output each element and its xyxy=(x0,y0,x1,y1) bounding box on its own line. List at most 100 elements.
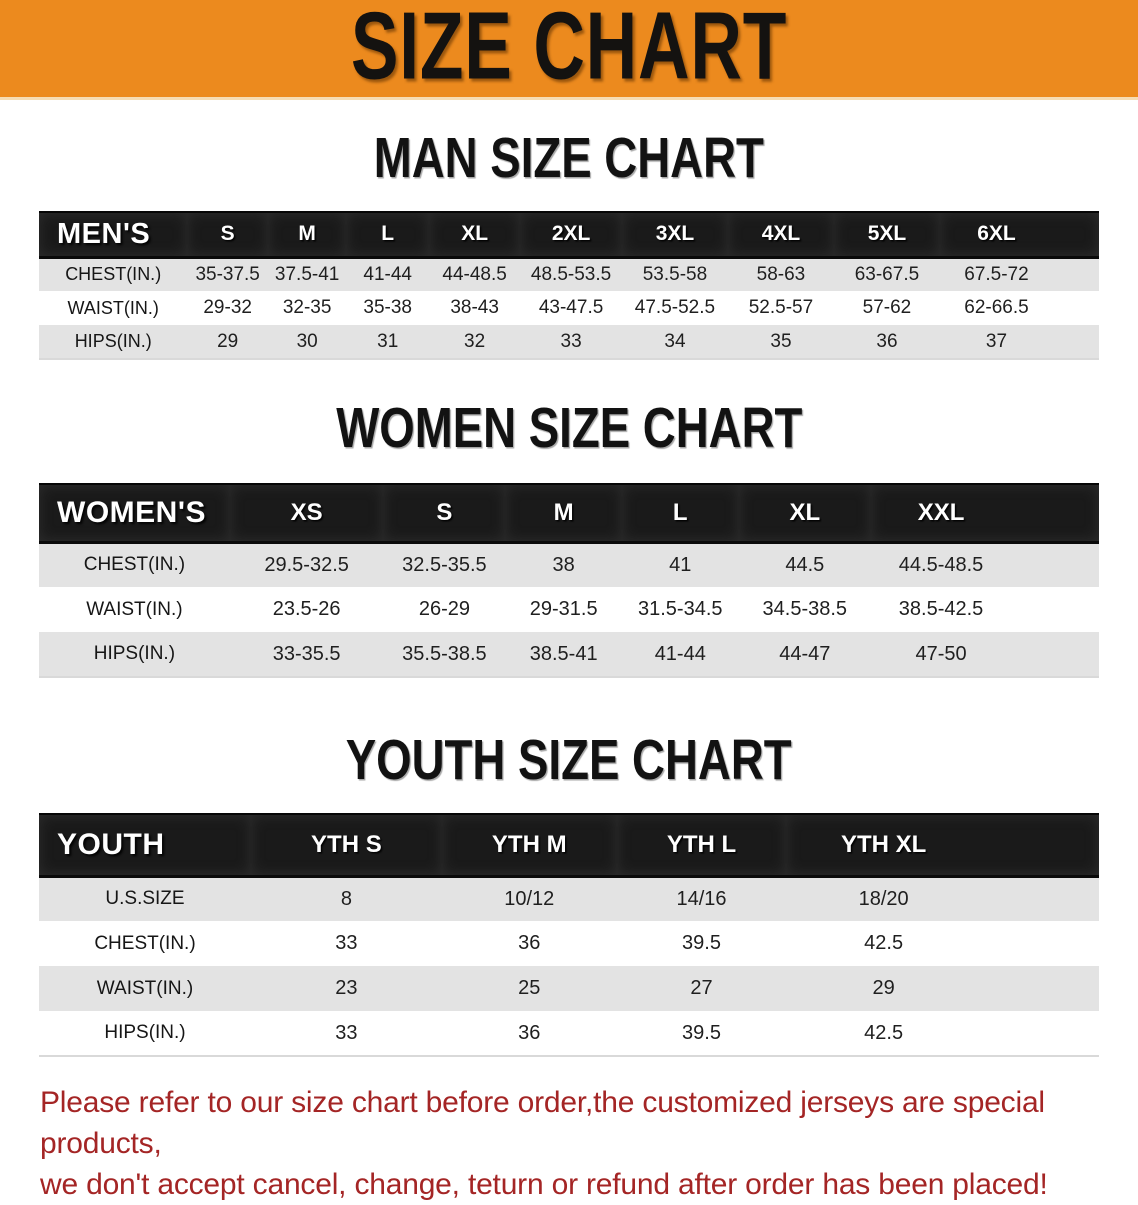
table-cell: 31 xyxy=(346,325,430,360)
table-cell: 36 xyxy=(833,325,940,360)
table-cell: 29 xyxy=(187,325,268,360)
table-cell: 34.5-38.5 xyxy=(738,587,872,632)
table-cell: 29.5-32.5 xyxy=(229,542,384,587)
column-header: 3XL xyxy=(621,211,728,259)
column-header: M xyxy=(505,483,622,544)
table-cell: 52.5-57 xyxy=(727,291,834,325)
table-cell: 30 xyxy=(267,325,347,360)
table-cell: 33-35.5 xyxy=(229,632,384,678)
table-cell: 35-37.5 xyxy=(187,257,268,291)
youth-header-row: YOUTH YTH S YTH M YTH L YTH XL xyxy=(39,813,1099,878)
column-header: XL xyxy=(738,483,872,544)
table-cell: 41 xyxy=(621,542,739,587)
table-cell: 35 xyxy=(727,325,834,360)
column-header: YTH M xyxy=(441,813,617,878)
table-cell: 62-66.5 xyxy=(939,291,1099,325)
women-group-label: WOMEN'S xyxy=(39,483,230,544)
table-cell: 32 xyxy=(429,325,521,360)
table-cell: 23.5-26 xyxy=(229,587,384,632)
table-cell: 29-31.5 xyxy=(505,587,622,632)
table-cell: 41-44 xyxy=(621,632,739,678)
table-cell: 41-44 xyxy=(346,257,430,291)
table-cell: 26-29 xyxy=(383,587,506,632)
men-section-heading: MAN SIZE CHART xyxy=(373,126,765,190)
men-hips-row: HIPS(IN.) 29 30 31 32 33 34 35 36 37 xyxy=(39,325,1099,360)
disclaimer-line-2: we don't accept cancel, change, teturn o… xyxy=(40,1167,1048,1201)
table-cell: 57-62 xyxy=(833,291,940,325)
column-header: L xyxy=(346,211,430,259)
column-header: YTH XL xyxy=(786,813,1099,878)
table-cell: 33 xyxy=(520,325,622,360)
row-label: WAIST(IN.) xyxy=(39,966,251,1011)
women-section-heading-wrap: WOMEN SIZE CHART xyxy=(0,400,1138,457)
women-waist-row: WAIST(IN.) 23.5-26 26-29 29-31.5 31.5-34… xyxy=(39,587,1099,632)
table-cell: 44.5 xyxy=(738,542,872,587)
table-cell: 47-50 xyxy=(871,632,1099,678)
row-label: U.S.SIZE xyxy=(39,876,251,921)
youth-group-label: YOUTH xyxy=(39,813,251,878)
table-cell: 31.5-34.5 xyxy=(621,587,739,632)
table-cell: 47.5-52.5 xyxy=(621,291,728,325)
column-header: S xyxy=(383,483,506,544)
youth-chest-row: CHEST(IN.) 33 36 39.5 42.5 xyxy=(39,921,1099,966)
table-cell: 44-48.5 xyxy=(429,257,521,291)
table-cell: 58-63 xyxy=(727,257,834,291)
disclaimer-note: Please refer to our size chart before or… xyxy=(40,1083,1100,1205)
men-chest-row: CHEST(IN.) 35-37.5 37.5-41 41-44 44-48.5… xyxy=(39,257,1099,291)
table-cell: 43-47.5 xyxy=(520,291,622,325)
table-cell: 33 xyxy=(251,1011,442,1057)
row-label: WAIST(IN.) xyxy=(39,291,188,325)
table-cell: 39.5 xyxy=(616,1011,787,1057)
table-cell: 8 xyxy=(251,876,442,921)
row-label: CHEST(IN.) xyxy=(39,921,251,966)
men-size-table: MEN'S S M L XL 2XL 3XL 4XL 5XL 6XL CHEST… xyxy=(39,211,1099,360)
table-cell: 38.5-41 xyxy=(505,632,622,678)
page-title: SIZE CHART xyxy=(350,0,788,99)
disclaimer-line-1: Please refer to our size chart before or… xyxy=(40,1086,1045,1160)
column-header: 4XL xyxy=(727,211,834,259)
table-cell: 38-43 xyxy=(429,291,521,325)
table-cell: 44.5-48.5 xyxy=(871,542,1099,587)
table-cell: 39.5 xyxy=(616,921,787,966)
table-cell: 25 xyxy=(441,966,617,1011)
table-cell: 18/20 xyxy=(786,876,1099,921)
table-cell: 35-38 xyxy=(346,291,430,325)
table-cell: 36 xyxy=(441,921,617,966)
table-cell: 14/16 xyxy=(616,876,787,921)
youth-size-table: YOUTH YTH S YTH M YTH L YTH XL U.S.SIZE … xyxy=(39,813,1099,1057)
table-cell: 27 xyxy=(616,966,787,1011)
youth-hips-row: HIPS(IN.) 33 36 39.5 42.5 xyxy=(39,1011,1099,1057)
table-cell: 42.5 xyxy=(786,921,1099,966)
table-cell: 42.5 xyxy=(786,1011,1099,1057)
men-group-label: MEN'S xyxy=(39,211,188,259)
women-size-table: WOMEN'S XS S M L XL XXL CHEST(IN.) 29.5-… xyxy=(39,483,1099,678)
table-cell: 32-35 xyxy=(267,291,347,325)
table-cell: 32.5-35.5 xyxy=(383,542,506,587)
column-header: YTH S xyxy=(251,813,442,878)
men-waist-row: WAIST(IN.) 29-32 32-35 35-38 38-43 43-47… xyxy=(39,291,1099,325)
table-cell: 53.5-58 xyxy=(621,257,728,291)
row-label: HIPS(IN.) xyxy=(39,1011,251,1057)
row-label: HIPS(IN.) xyxy=(39,325,188,360)
table-cell: 38.5-42.5 xyxy=(871,587,1099,632)
column-header: 5XL xyxy=(833,211,940,259)
row-label: CHEST(IN.) xyxy=(39,257,188,291)
women-header-row: WOMEN'S XS S M L XL XXL xyxy=(39,483,1099,544)
youth-ussize-row: U.S.SIZE 8 10/12 14/16 18/20 xyxy=(39,876,1099,921)
table-cell: 44-47 xyxy=(738,632,872,678)
youth-section-heading: YOUTH SIZE CHART xyxy=(346,728,792,792)
table-cell: 29 xyxy=(786,966,1099,1011)
column-header: 6XL xyxy=(939,211,1099,259)
table-cell: 23 xyxy=(251,966,442,1011)
women-hips-row: HIPS(IN.) 33-35.5 35.5-38.5 38.5-41 41-4… xyxy=(39,632,1099,678)
column-header: XS xyxy=(229,483,384,544)
column-header: M xyxy=(267,211,347,259)
table-cell: 63-67.5 xyxy=(833,257,940,291)
column-header: 2XL xyxy=(520,211,622,259)
size-chart-banner: SIZE CHART xyxy=(0,0,1138,100)
table-cell: 37.5-41 xyxy=(267,257,347,291)
table-cell: 10/12 xyxy=(441,876,617,921)
table-cell: 38 xyxy=(505,542,622,587)
women-chest-row: CHEST(IN.) 29.5-32.5 32.5-35.5 38 41 44.… xyxy=(39,542,1099,587)
table-cell: 36 xyxy=(441,1011,617,1057)
